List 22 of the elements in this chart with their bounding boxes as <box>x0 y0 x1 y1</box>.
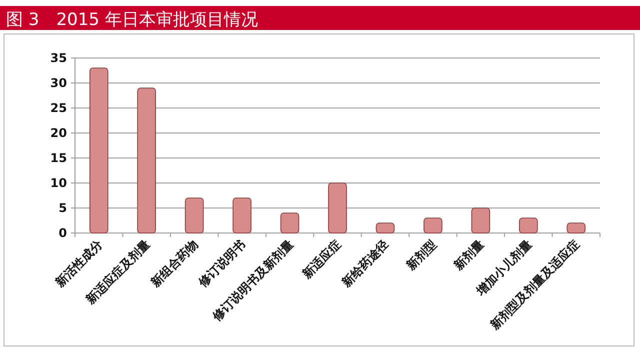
y-tick-label: 30 <box>50 76 67 90</box>
bar <box>424 218 442 234</box>
bar <box>184 198 204 234</box>
x-tick-label: 新剂型 <box>403 237 440 274</box>
bar <box>328 182 347 234</box>
bar <box>232 198 252 234</box>
bar <box>280 212 300 234</box>
bar <box>376 222 395 234</box>
bar <box>89 68 108 234</box>
y-tick-label: 0 <box>58 226 67 240</box>
bar <box>519 218 538 234</box>
y-tick-label: 20 <box>50 126 67 140</box>
bar <box>471 208 490 234</box>
x-tick-label: 新剂量 <box>450 237 487 274</box>
y-tick-label: 15 <box>50 151 67 165</box>
bar <box>566 222 586 234</box>
bar <box>137 88 156 234</box>
y-tick-label: 10 <box>50 176 67 190</box>
chart-title: 图 3 2015 年日本审批项目情况 <box>6 10 258 30</box>
y-tick-label: 5 <box>58 201 67 215</box>
y-tick-label: 25 <box>50 101 67 115</box>
y-tick-label: 35 <box>50 51 67 65</box>
